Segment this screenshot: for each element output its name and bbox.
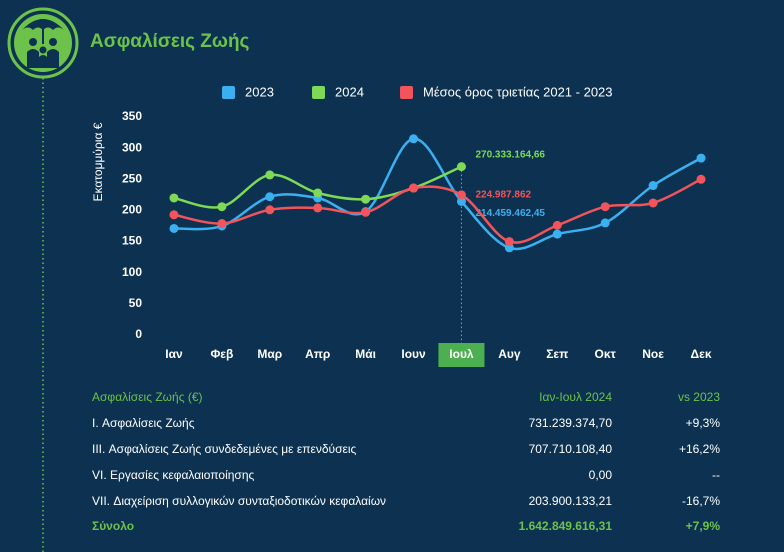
table-header: Ασφαλίσεις Ζωής (€) xyxy=(92,390,203,404)
y-tick-label: 100 xyxy=(122,265,142,279)
data-point xyxy=(313,203,323,213)
y-axis-label: Εκατομμύρια € xyxy=(91,122,105,201)
table-cell: +9,3% xyxy=(686,416,721,430)
data-point xyxy=(648,198,658,208)
y-tick-label: 50 xyxy=(129,296,143,310)
data-point xyxy=(313,188,323,198)
x-tick-label: Ιουλ xyxy=(449,347,474,361)
table-total: +7,9% xyxy=(686,519,721,533)
table-total: Σύνολο xyxy=(92,519,134,533)
logo xyxy=(7,7,79,79)
table-header: vs 2023 xyxy=(678,390,720,404)
table-cell: VII. Διαχείριση συλλογικών συνταξιοδοτικ… xyxy=(92,494,386,508)
data-label: 224.987.862 xyxy=(475,190,531,201)
legend-swatch xyxy=(312,86,325,99)
data-point xyxy=(409,134,419,144)
legend-swatch xyxy=(400,86,413,99)
legend-label: Μέσος όρος τριετίας 2021 - 2023 xyxy=(423,84,613,99)
data-point xyxy=(265,170,275,180)
table-cell: +16,2% xyxy=(679,442,720,456)
table-cell: VI. Εργασίες κεφαλαιοποίησης xyxy=(92,468,255,482)
data-label: 214.459.462,45 xyxy=(475,208,545,219)
x-tick-label: Μάι xyxy=(355,347,376,361)
data-point xyxy=(696,174,706,184)
y-tick-label: 300 xyxy=(122,140,142,154)
data-point xyxy=(265,205,275,215)
y-tick-label: 350 xyxy=(122,109,142,123)
x-tick-label: Φεβ xyxy=(210,347,233,361)
data-label: 270.333.164,66 xyxy=(475,149,545,160)
data-point xyxy=(409,183,419,193)
data-point xyxy=(169,193,179,203)
page-title: Ασφαλίσεις Ζωής xyxy=(90,31,250,52)
y-tick-label: 250 xyxy=(122,171,142,185)
data-point xyxy=(600,202,610,212)
data-point xyxy=(217,219,227,229)
x-tick-label: Αυγ xyxy=(498,347,521,361)
x-tick-label: Οκτ xyxy=(595,347,617,361)
table-cell: 731.239.374,70 xyxy=(529,416,613,430)
table-cell: 203.900.133,21 xyxy=(529,494,613,508)
data-point xyxy=(456,196,466,206)
data-point xyxy=(648,181,658,191)
data-point xyxy=(456,162,466,172)
x-tick-label: Μαρ xyxy=(257,347,282,361)
data-point xyxy=(504,243,514,253)
x-tick-label: Νοε xyxy=(642,347,664,361)
table-cell: -- xyxy=(712,468,720,482)
data-point xyxy=(217,202,227,212)
data-point xyxy=(504,237,514,247)
data-point xyxy=(361,194,371,204)
data-point xyxy=(456,190,466,200)
x-tick-label: Σεπ xyxy=(546,347,568,361)
table-cell: -16,7% xyxy=(682,494,720,508)
table-header: Ιαν-Ιουλ 2024 xyxy=(539,390,612,404)
data-point xyxy=(265,192,275,202)
table-cell: 707.710.108,40 xyxy=(529,442,613,456)
highlight-box xyxy=(438,343,485,367)
x-tick-label: Δεκ xyxy=(691,347,712,361)
table-total: 1.642.849.616,31 xyxy=(519,519,613,533)
data-point xyxy=(552,220,562,230)
table-cell: I. Ασφαλίσεις Ζωής xyxy=(92,416,195,430)
data-point xyxy=(169,223,179,233)
data-point xyxy=(169,210,179,220)
data-point xyxy=(600,218,610,228)
table-cell: III. Ασφαλίσεις Ζωής συνδεδεμένες με επε… xyxy=(92,442,356,456)
data-point xyxy=(361,207,371,217)
x-tick-label: Απρ xyxy=(305,347,330,361)
legend-label: 2024 xyxy=(335,84,364,99)
x-tick-label: Ιαν xyxy=(165,347,183,361)
table-cell: 0,00 xyxy=(589,468,613,482)
data-point xyxy=(552,229,562,239)
x-tick-label: Ιουν xyxy=(401,347,426,361)
y-tick-label: 200 xyxy=(122,203,142,217)
legend-swatch xyxy=(222,86,235,99)
data-point xyxy=(696,153,706,163)
y-tick-label: 150 xyxy=(122,234,142,248)
y-tick-label: 0 xyxy=(135,327,142,341)
legend-label: 2023 xyxy=(245,84,274,99)
